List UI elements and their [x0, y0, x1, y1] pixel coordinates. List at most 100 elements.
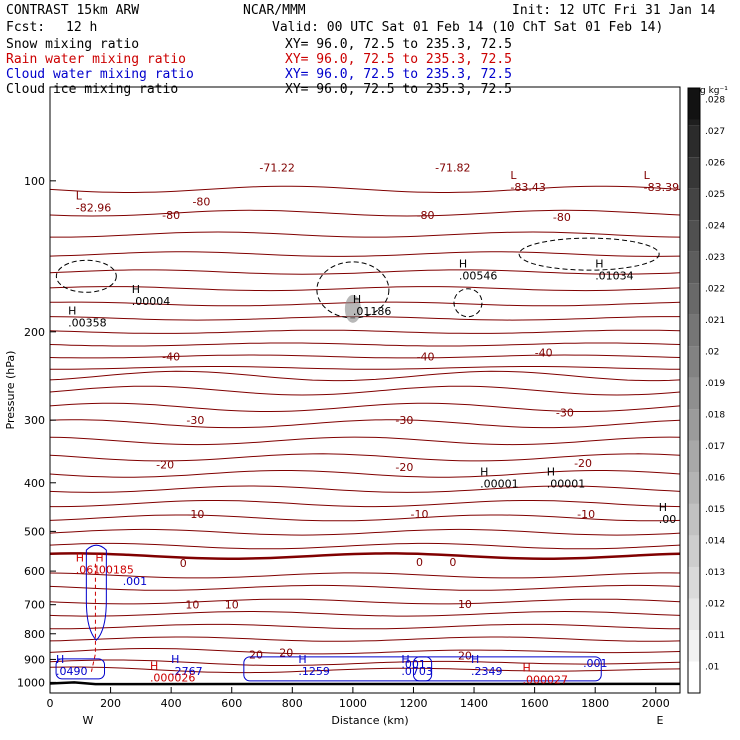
contour-label: -40: [417, 350, 435, 363]
contour-label: -80: [192, 196, 210, 209]
colorbar-label: .027: [705, 127, 725, 137]
endpoint-west: W: [83, 714, 94, 727]
contour-label: .001: [401, 658, 426, 671]
contour-label: 0: [180, 557, 187, 570]
colorbar-label: .013: [705, 568, 725, 578]
colorbar-swatch: [688, 314, 700, 347]
marker-symbol: H: [56, 653, 64, 666]
contour-label: -20: [574, 457, 592, 470]
isotherm-line: [49, 209, 681, 217]
colorbar-swatch: [688, 566, 700, 599]
field-cloudwater-xy: XY= 96.0, 72.5 to 235.3, 72.5: [285, 67, 512, 82]
contour-label: -80: [553, 211, 571, 224]
marker-value: -82.96: [76, 202, 111, 215]
marker-value: .00001: [547, 478, 586, 491]
marker-value: .00546: [459, 269, 498, 282]
contour-label: 0: [449, 556, 456, 569]
isotherm-line: [49, 572, 681, 579]
marker-symbol: H: [480, 466, 488, 479]
isotherm-line: [49, 610, 681, 617]
marker-symbol: H: [523, 662, 531, 675]
contour-label: -20: [156, 459, 174, 472]
colorbar-swatch: [688, 283, 700, 315]
marker-value: .0703: [401, 665, 433, 678]
x-tick-label: 0: [47, 697, 54, 710]
isotherm-line: [49, 385, 681, 396]
contour-label: .001: [123, 575, 148, 588]
y-tick-label: 600: [24, 565, 45, 578]
cloud-water-contour: [412, 656, 602, 682]
contour-label: -30: [186, 414, 204, 427]
marker-symbol: H: [459, 257, 467, 270]
contour-label: 0: [416, 556, 423, 569]
colorbar-swatch: [688, 125, 700, 158]
marker-value: .00004: [132, 295, 171, 308]
org-title: NCAR/MMM: [243, 3, 306, 18]
marker-value: .00358: [68, 317, 107, 330]
field-cloudice-name: Cloud ice mixing ratio: [6, 82, 178, 97]
snow-ice-contour: [518, 237, 660, 271]
marker-value: .00185: [95, 563, 134, 576]
marker-symbol: H: [595, 257, 603, 270]
colorbar-label: .011: [705, 631, 725, 641]
isotherm-line: [49, 251, 681, 257]
colorbar-label: .02: [705, 347, 719, 357]
contour-label: -40: [162, 350, 180, 363]
isotherm-line: [49, 185, 681, 193]
colorbar-label: .014: [705, 536, 725, 546]
contour-label: 20: [249, 649, 263, 662]
isotherm-line: [49, 584, 681, 591]
isotherm-line: [49, 329, 681, 334]
plot-frame: [49, 86, 681, 694]
x-axis-label: Distance (km): [331, 714, 408, 727]
colorbar-unit: g kg⁻¹: [700, 86, 728, 96]
y-tick-label: 700: [24, 599, 45, 612]
colorbar-label: .019: [705, 379, 725, 389]
contour-label: -71.22: [259, 161, 294, 174]
marker-value: .0490: [56, 665, 88, 678]
fcst-label: Fcst:: [6, 20, 45, 35]
isotherm-line: [49, 402, 681, 412]
field-cloudice-xy: XY= 96.0, 72.5 to 235.3, 72.5: [285, 82, 512, 97]
marker-symbol: H: [353, 293, 361, 306]
marker-symbol: H: [68, 305, 76, 318]
marker-symbol: H: [547, 466, 555, 479]
marker-value: .2767: [171, 665, 203, 678]
y-tick-label: 800: [24, 628, 45, 641]
marker-value: -83.39: [644, 181, 679, 194]
colorbar-swatch: [688, 377, 700, 410]
x-tick-label: 600: [221, 697, 242, 710]
colorbar-label: .023: [705, 253, 725, 263]
marker-value: .000027: [523, 674, 569, 687]
isotherm-line: [49, 636, 681, 642]
marker-value: .00001: [480, 478, 519, 491]
x-tick-label: 1600: [521, 697, 549, 710]
marker-symbol: H: [95, 551, 103, 564]
isotherm-line: [49, 485, 681, 493]
isotherm-line: [49, 419, 681, 429]
isotherm-line: [49, 598, 681, 605]
rain-water-contour: [90, 563, 96, 672]
marker-symbol: H: [401, 653, 409, 666]
x-tick-label: 800: [282, 697, 303, 710]
contour-label: 10: [458, 598, 472, 611]
isotherm-line: [49, 552, 681, 560]
x-tick-label: 400: [161, 697, 182, 710]
isotherm-line: [49, 470, 681, 478]
marker-symbol: L: [76, 190, 83, 203]
contour-label: 20: [279, 647, 293, 660]
marker-symbol: H: [659, 501, 667, 514]
x-tick-label: 1200: [399, 697, 427, 710]
contour-label: -30: [556, 407, 574, 420]
field-snow-name: Snow mixing ratio: [6, 37, 139, 52]
isotherm-line: [49, 528, 681, 536]
colorbar-label: .012: [705, 599, 725, 609]
snow-ice-contour: [453, 288, 483, 318]
y-tick-label: 400: [24, 477, 45, 490]
isotherm-line: [50, 500, 681, 508]
isotherm-line: [49, 648, 681, 655]
cloud-water-contour: [85, 544, 107, 641]
marker-value: .01186: [353, 305, 392, 318]
marker-symbol: L: [644, 169, 651, 182]
colorbar-label: .025: [705, 190, 725, 200]
